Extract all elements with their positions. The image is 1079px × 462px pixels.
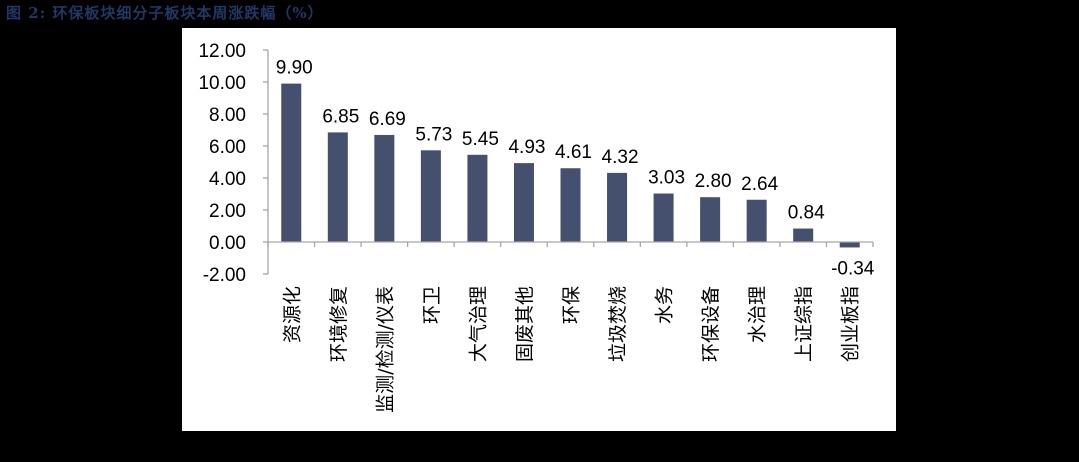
category-label: 上证综指: [793, 286, 815, 362]
category-label: 固废其他: [514, 286, 536, 362]
category-label: 大气治理: [467, 286, 489, 362]
category-label: 水治理: [747, 286, 769, 343]
bar: [793, 228, 814, 242]
data-label: 3.03: [648, 168, 685, 189]
data-label: 6.69: [369, 109, 406, 130]
category-label: 环卫: [421, 286, 443, 324]
y-tick-label: 4.00: [209, 169, 246, 190]
data-label: 0.84: [788, 203, 825, 224]
category-label: 环保: [561, 286, 583, 324]
y-tick-label: 12.00: [198, 41, 246, 62]
data-label: 2.80: [695, 171, 732, 192]
category-label: 监测/检测/仪表: [374, 286, 396, 413]
bar: [467, 154, 488, 242]
y-tick-label: 0.00: [209, 233, 246, 254]
data-label: 5.73: [415, 124, 452, 145]
data-label: 4.93: [508, 137, 545, 158]
bar: [420, 150, 441, 242]
data-label: 4.61: [555, 142, 592, 163]
bar: [374, 134, 395, 242]
bar: [560, 168, 581, 242]
category-label: 创业板指: [840, 286, 862, 362]
bar: [281, 83, 302, 242]
data-label: 9.90: [276, 58, 313, 79]
y-tick-label: 10.00: [198, 73, 246, 94]
bar: [653, 193, 674, 242]
category-label: 环境修复: [328, 286, 350, 362]
bar: [839, 242, 860, 248]
chart-panel: 12.00 10.00 8.00 6.00 4.00 2.00 0.00 -2.00 9.90 资…: [182, 28, 896, 431]
category-label: 环保设备: [700, 286, 722, 362]
data-label: -0.34: [831, 258, 875, 279]
y-tick-label: 6.00: [209, 137, 246, 158]
category-label: 资源化: [281, 286, 303, 343]
y-tick-label: -2.00: [203, 265, 246, 286]
bar: [327, 132, 348, 242]
data-label: 2.64: [741, 174, 778, 195]
y-tick-label: 2.00: [209, 201, 246, 222]
category-label: 水务: [654, 286, 676, 324]
y-tick-label: 8.00: [209, 105, 246, 126]
bar-chart: 12.00 10.00 8.00 6.00 4.00 2.00 0.00 -2.00 9.90 资…: [198, 41, 875, 413]
figure-title: 图 2: 环保板块细分子板块本周涨跌幅（%）: [6, 4, 324, 22]
bar: [607, 172, 628, 242]
data-label: 4.32: [602, 147, 639, 168]
data-label: 5.45: [462, 129, 499, 150]
category-label: 垃圾焚烧: [607, 286, 629, 362]
data-label: 6.85: [322, 106, 359, 127]
bar: [746, 199, 767, 242]
bar: [700, 197, 721, 242]
bar: [513, 163, 534, 242]
